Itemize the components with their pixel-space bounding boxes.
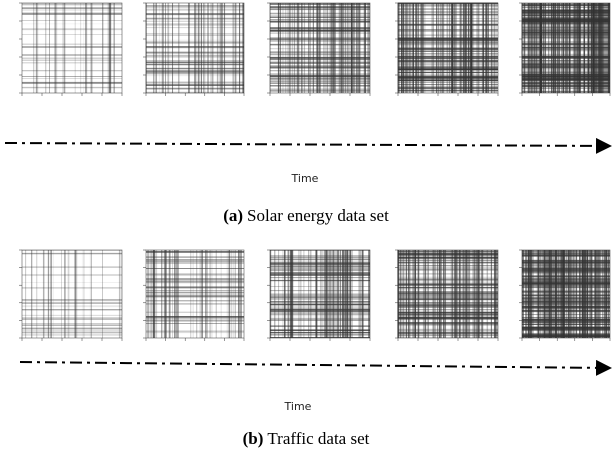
heatmap-panel	[143, 2, 245, 96]
heatmap-panel	[267, 2, 371, 96]
caption: (a) Solar energy data set	[223, 206, 389, 225]
row-traffic	[19, 249, 611, 341]
heatmap-panel	[395, 2, 499, 96]
row-solar	[19, 2, 611, 96]
panel-bg	[145, 2, 245, 94]
panel-bg	[521, 249, 611, 339]
heatmap-panel	[519, 249, 611, 341]
panel-bg	[21, 249, 123, 339]
time-arrow	[4, 137, 612, 154]
caption: (b) Traffic data set	[243, 429, 370, 448]
heatmap-panel	[19, 249, 123, 341]
time-label: Time	[291, 172, 319, 185]
caption-label: (b)	[243, 429, 264, 448]
panel-bg	[269, 2, 371, 94]
caption-text: Solar energy data set	[247, 206, 389, 225]
panel-bg	[21, 2, 123, 94]
heatmap-panel	[19, 2, 123, 96]
heatmap-panel	[395, 249, 499, 341]
heatmap-panel	[519, 2, 611, 96]
heatmap-panel	[143, 249, 245, 341]
time-arrow	[19, 359, 612, 376]
caption-text: Traffic data set	[267, 429, 369, 448]
time-label: Time	[284, 400, 312, 413]
caption-label: (a)	[223, 206, 243, 225]
heatmap-panel	[267, 249, 371, 341]
